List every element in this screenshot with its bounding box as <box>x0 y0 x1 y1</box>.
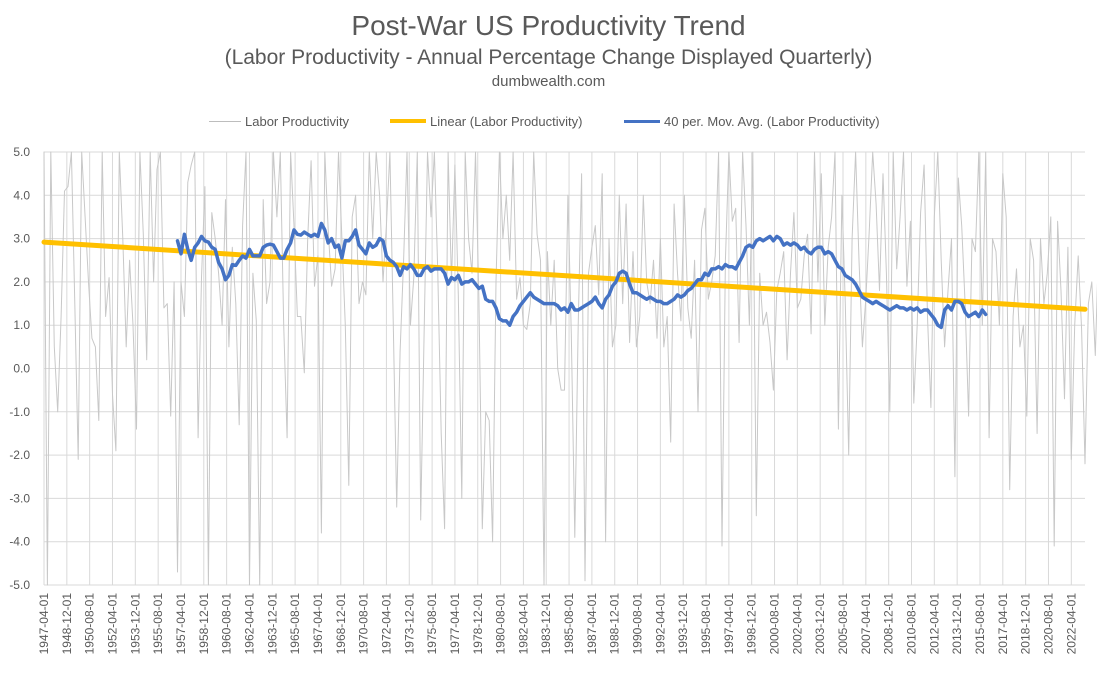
x-tick-label: 1963-12-01 <box>265 593 279 655</box>
y-tick-label: 3.0 <box>13 232 30 246</box>
x-tick-label: 1987-04-01 <box>585 593 599 655</box>
chart-legend: Labor Productivity Linear (Labor Product… <box>0 111 1097 131</box>
legend-item-linear: Linear (Labor Productivity) <box>390 111 582 131</box>
legend-item-moving-average: 40 per. Mov. Avg. (Labor Productivity) <box>624 111 880 131</box>
chart-header: Post-War US Productivity Trend (Labor Pr… <box>0 8 1097 92</box>
y-tick-label: 0.0 <box>13 362 30 376</box>
x-tick-label: 1998-12-01 <box>745 593 759 655</box>
x-tick-label: 1953-12-01 <box>128 593 142 655</box>
x-tick-label: 1975-08-01 <box>425 593 439 655</box>
legend-swatch-labor-productivity <box>209 120 241 122</box>
x-tick-label: 1950-08-01 <box>83 593 97 655</box>
x-tick-label: 1965-08-01 <box>288 593 302 655</box>
x-tick-label: 2020-08-01 <box>1041 593 1055 655</box>
x-tick-label: 1997-04-01 <box>722 593 736 655</box>
y-tick-label: -3.0 <box>9 491 30 505</box>
x-tick-label: 1962-04-01 <box>242 593 256 655</box>
x-tick-label: 2015-08-01 <box>973 593 987 655</box>
legend-label-linear: Linear (Labor Productivity) <box>430 113 583 129</box>
x-tick-label: 1980-08-01 <box>494 593 508 655</box>
x-tick-label: 2008-12-01 <box>882 593 896 655</box>
legend-label-moving-average: 40 per. Mov. Avg. (Labor Productivity) <box>664 113 880 129</box>
x-tick-label: 1970-08-01 <box>357 593 371 655</box>
x-tick-label: 2017-04-01 <box>996 593 1010 655</box>
x-tick-label: 1993-12-01 <box>676 593 690 655</box>
x-tick-label: 1977-04-01 <box>448 593 462 655</box>
chart-source: dumbwealth.com <box>491 73 606 90</box>
x-tick-label: 2022-04-01 <box>1064 593 1078 655</box>
legend-label-labor-productivity: Labor Productivity <box>245 113 350 129</box>
y-tick-label: -4.0 <box>9 535 30 549</box>
x-tick-label: 1978-12-01 <box>471 593 485 655</box>
x-tick-label: 1973-12-01 <box>402 593 416 655</box>
x-tick-label: 1988-12-01 <box>608 593 622 655</box>
x-tick-label: 1947-04-01 <box>37 593 51 655</box>
x-tick-label: 1958-12-01 <box>197 593 211 655</box>
gridlines <box>43 151 1085 586</box>
series-line-linear-trend <box>41 239 1088 312</box>
legend-swatch-linear <box>390 119 426 123</box>
y-tick-label: 1.0 <box>13 318 30 332</box>
x-axis-labels: 1947-04-01 1948-12-01 1950-08-01 1952-04-01… <box>37 593 1078 655</box>
y-tick-label: 2.0 <box>13 275 30 289</box>
y-tick-label: -1.0 <box>9 405 30 419</box>
x-tick-label: 1982-04-01 <box>516 593 530 655</box>
x-tick-label: 1992-04-01 <box>653 593 667 655</box>
x-tick-label: 1967-04-01 <box>311 593 325 655</box>
x-tick-label: 2010-08-01 <box>905 593 919 655</box>
legend-item-labor-productivity: Labor Productivity <box>209 111 349 131</box>
x-tick-label: 1985-08-01 <box>562 593 576 655</box>
chart-subtitle: (Labor Productivity - Annual Percentage … <box>224 46 873 69</box>
x-tick-label: 1960-08-01 <box>220 593 234 655</box>
x-tick-label: 1990-08-01 <box>631 593 645 655</box>
x-tick-label: 1952-04-01 <box>105 593 119 655</box>
x-tick-label: 2012-04-01 <box>927 593 941 655</box>
y-tick-label: 5.0 <box>13 145 30 159</box>
x-tick-label: 1957-04-01 <box>174 593 188 655</box>
x-tick-label: 2007-04-01 <box>859 593 873 655</box>
x-tick-label: 2018-12-01 <box>1019 593 1033 655</box>
x-tick-label: 2000-08-01 <box>768 593 782 655</box>
x-tick-label: 2013-12-01 <box>950 593 964 655</box>
x-tick-label: 1995-08-01 <box>699 593 713 655</box>
x-tick-label: 1972-04-01 <box>379 593 393 655</box>
x-tick-label: 1983-12-01 <box>539 593 553 655</box>
chart-title: Post-War US Productivity Trend <box>351 10 746 41</box>
x-tick-label: 2005-08-01 <box>836 593 850 655</box>
x-tick-label: 1968-12-01 <box>334 593 348 655</box>
y-tick-label: 4.0 <box>13 188 30 202</box>
series-lines <box>41 151 1097 586</box>
series-line-moving-average <box>175 221 988 330</box>
x-tick-label: 1955-08-01 <box>151 593 165 655</box>
x-tick-label: 2002-04-01 <box>790 593 804 655</box>
legend-swatch-moving-average <box>624 119 660 123</box>
y-tick-label: -2.0 <box>9 448 30 462</box>
y-tick-label: -5.0 <box>9 578 30 592</box>
series-line-labor-productivity <box>43 151 1097 586</box>
x-tick-label: 2003-12-01 <box>813 593 827 655</box>
x-tick-label: 1948-12-01 <box>60 593 74 655</box>
y-axis-labels: 5.0 4.0 3.0 2.0 1.0 0.0 -1.0 -2.0 -3.0 -4.0 -5.0 <box>9 145 30 592</box>
